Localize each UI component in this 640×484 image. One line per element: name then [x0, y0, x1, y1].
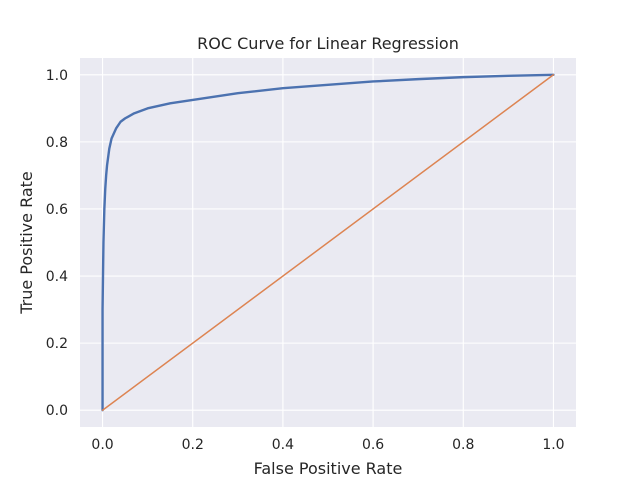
y-tick-label-5: 1.0 [46, 68, 68, 84]
y-tick-label-2: 0.4 [46, 269, 68, 285]
x-tick-label-0: 0.0 [91, 437, 113, 453]
y-tick-label-3: 0.6 [46, 202, 68, 218]
series-line-1 [101, 74, 555, 411]
y-tick-label-4: 0.8 [46, 135, 68, 151]
y-tick-label-1: 0.2 [46, 336, 68, 352]
y-axis-title: True Positive Rate [17, 171, 36, 315]
x-tick-label-1: 0.2 [182, 437, 204, 453]
y-tick-labels: 0.0 0.2 0.4 0.6 0.8 1.0 [46, 68, 68, 419]
y-tick-label-0: 0.0 [46, 403, 68, 419]
x-tick-label-2: 0.4 [272, 437, 294, 453]
grid-lines [80, 58, 576, 427]
chart-title: ROC Curve for Linear Regression [197, 34, 459, 53]
x-tick-label-5: 1.0 [542, 437, 564, 453]
series-lines [101, 73, 555, 412]
x-tick-labels: 0.0 0.2 0.4 0.6 0.8 1.0 [91, 437, 564, 453]
x-axis-title: False Positive Rate [254, 459, 403, 478]
x-tick-label-4: 0.8 [452, 437, 474, 453]
series-line-0 [101, 73, 555, 412]
x-tick-label-3: 0.6 [362, 437, 384, 453]
